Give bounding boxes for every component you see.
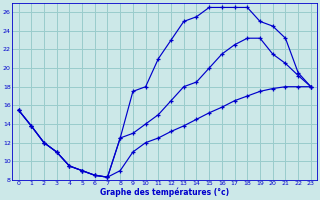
X-axis label: Graphe des températures (°c): Graphe des températures (°c) — [100, 188, 229, 197]
